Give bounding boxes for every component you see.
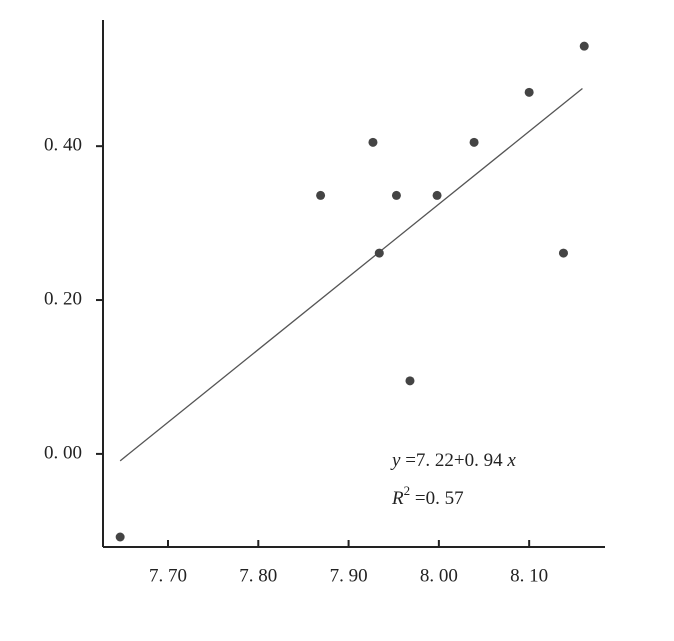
point (579, 41, 589, 51)
equation: y =7. 22+0. 94 x (390, 450, 516, 471)
r-exponent: 2 (404, 483, 411, 498)
r-symbol: R (391, 488, 404, 509)
x-tick-label: 7. 70 (149, 565, 187, 586)
point (432, 190, 442, 200)
fit-line (119, 87, 583, 462)
point (374, 248, 384, 258)
equation-y: y (390, 450, 401, 471)
x-tick-label: 8. 10 (510, 565, 548, 586)
point (115, 532, 125, 542)
point (391, 190, 401, 200)
x-tick-label: 7. 80 (239, 565, 277, 586)
point (558, 248, 568, 258)
x-tick-label: 7. 90 (330, 565, 368, 586)
y-tick-label: 0. 40 (44, 135, 82, 156)
y-tick-label: 0. 00 (44, 442, 82, 463)
point (316, 190, 326, 200)
point (469, 137, 479, 147)
equation-body: =7. 22+0. 94 (400, 450, 507, 471)
point (368, 137, 378, 147)
equation-x: x (506, 450, 516, 471)
r-value: =0. 57 (410, 488, 463, 509)
point (405, 376, 415, 386)
r-squared: R2 =0. 57 (391, 483, 464, 509)
point (524, 87, 534, 97)
x-tick-label: 8. 00 (420, 565, 458, 586)
y-tick-label: 0. 20 (44, 288, 82, 309)
